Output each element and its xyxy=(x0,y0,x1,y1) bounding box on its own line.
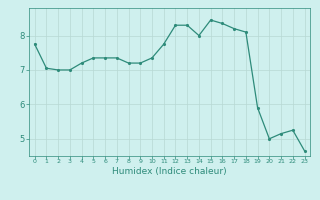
X-axis label: Humidex (Indice chaleur): Humidex (Indice chaleur) xyxy=(112,167,227,176)
